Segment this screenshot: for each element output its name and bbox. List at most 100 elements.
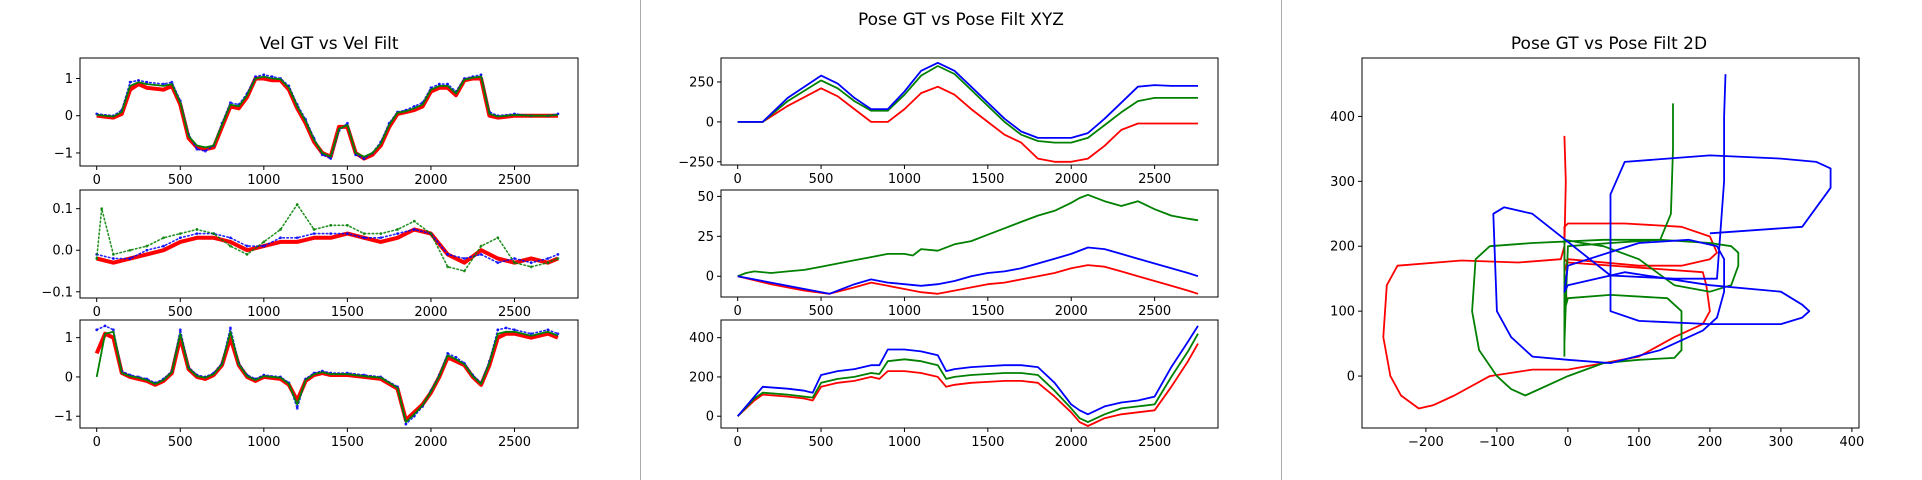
subplot-1: 0 500 1000 1500 2000 2500 50 25 0	[697, 189, 1219, 319]
data-point	[446, 351, 450, 355]
figure-pose-xyz: Pose GT vs Pose Filt XYZ 0 500 1000 1500 200…	[641, 0, 1281, 480]
data-point	[312, 228, 316, 231]
x-tick-label: 1500	[331, 435, 364, 450]
data-point	[496, 236, 500, 240]
data-point	[270, 75, 274, 79]
data-point	[556, 332, 560, 336]
data-point	[546, 328, 550, 332]
series-green-line	[96, 75, 558, 158]
data-point	[195, 232, 199, 236]
data-point	[95, 328, 99, 332]
data-point	[396, 228, 399, 231]
data-point	[362, 236, 366, 240]
series-red-line	[96, 227, 559, 265]
x-tick-label: 1000	[247, 173, 280, 188]
data-point	[245, 252, 249, 256]
y-tick-label: 0.1	[52, 202, 73, 217]
data-point	[496, 261, 500, 265]
data-point	[329, 157, 333, 160]
x-tick-label: 500	[809, 172, 834, 187]
x-tick-label: 500	[809, 435, 834, 450]
window-pose-2d: Pose GT vs Pose Filt 2D −200 −100 0 100 200 3…	[1282, 0, 1922, 480]
y-tick-label: 200	[1330, 240, 1355, 255]
data-point	[556, 252, 560, 256]
data-point	[103, 324, 107, 328]
data-point	[170, 80, 174, 84]
x-tick-label: 0	[93, 173, 101, 188]
x-tick-label: −100	[1479, 435, 1515, 450]
data-point	[412, 228, 416, 231]
subplot-0: −200 −100 0 100 200 300 400 400 300 200 100 0	[1330, 57, 1864, 450]
y-tick-label: −1	[54, 146, 73, 161]
data-point	[203, 149, 207, 153]
data-point	[162, 236, 165, 240]
series-green-line	[95, 330, 559, 424]
data-point	[212, 232, 216, 236]
data-point	[446, 252, 450, 256]
data-point	[546, 257, 550, 260]
series-blue-line	[737, 61, 1198, 139]
data-point	[479, 244, 483, 248]
y-tick-label: 100	[1330, 305, 1355, 320]
x-tick-label: 1000	[247, 305, 280, 320]
y-tick-label: 50	[697, 190, 714, 205]
axes-frame	[79, 319, 579, 429]
x-tick-label: 500	[168, 435, 193, 450]
x-tick-label: 1500	[331, 173, 364, 188]
data-point	[95, 257, 99, 260]
x-tick-label: 0	[93, 435, 101, 450]
axes-frame	[720, 189, 1219, 298]
y-tick-label: −0.1	[41, 285, 73, 300]
data-point	[513, 261, 516, 265]
data-point	[546, 261, 550, 265]
x-tick-label: 100	[1626, 435, 1651, 450]
x-tick-label: 500	[168, 305, 193, 320]
series-red-line	[737, 264, 1199, 295]
plot-area	[1382, 74, 1832, 410]
x-tick-label: 0	[734, 172, 742, 187]
x-tick-label: 2500	[498, 173, 531, 188]
plot-area	[94, 324, 560, 426]
window-vel: Vel GT vs Vel Filt 0 500 1000 1500 2000 2500 1…	[0, 0, 638, 480]
axes-frame	[720, 319, 1219, 429]
data-point	[279, 236, 282, 240]
x-tick-label: 2000	[1055, 435, 1088, 450]
data-point	[262, 73, 266, 77]
plot-area	[95, 73, 560, 161]
data-point	[329, 223, 333, 227]
x-tick-label: 1500	[971, 172, 1004, 187]
series-red-line	[737, 343, 1199, 427]
x-tick-label: 2000	[414, 435, 447, 450]
y-tick-label: 250	[689, 75, 714, 90]
data-point	[529, 332, 533, 336]
data-point	[529, 261, 533, 265]
x-tick-label: −200	[1408, 435, 1444, 450]
plot-area	[737, 325, 1199, 427]
x-tick-label: 0	[734, 304, 742, 319]
subplot-1: 0 500 1000 1500 2000 2500 0.1 0.0 −0.1	[41, 189, 579, 320]
x-tick-label: 2000	[1055, 172, 1088, 187]
data-point	[229, 101, 232, 105]
x-tick-label: 1000	[888, 172, 921, 187]
y-tick-label: 0	[706, 270, 714, 285]
data-point	[446, 265, 450, 269]
data-point	[496, 328, 500, 332]
chart-title: Pose GT vs Pose Filt 2D	[1511, 34, 1707, 54]
x-tick-label: 2500	[498, 435, 531, 450]
data-point	[362, 157, 366, 160]
data-point	[295, 203, 299, 206]
series-green-line	[1471, 103, 1740, 397]
y-tick-label: 1	[65, 72, 73, 87]
y-tick-label: 0	[65, 109, 73, 124]
data-point	[479, 252, 483, 256]
data-point	[379, 232, 383, 236]
series-blue-line	[1492, 74, 1832, 365]
data-point	[145, 244, 149, 248]
chart-title: Pose GT vs Pose Filt XYZ	[858, 10, 1064, 30]
data-point	[345, 223, 349, 227]
x-tick-label: 2000	[1055, 304, 1088, 319]
x-tick-label: 1500	[331, 305, 364, 320]
series-blue-line	[737, 325, 1199, 417]
y-tick-label: 300	[1330, 175, 1355, 190]
